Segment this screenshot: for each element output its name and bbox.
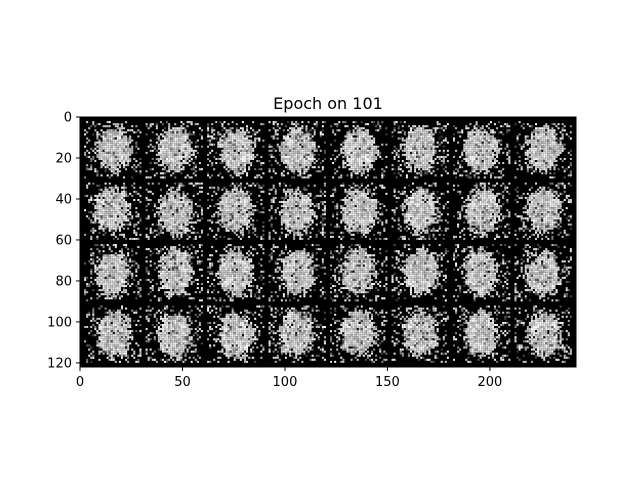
y-tick-label: 120 xyxy=(47,356,72,371)
sample-tile xyxy=(268,121,326,179)
sample-tile xyxy=(453,121,511,179)
sample-tile xyxy=(391,182,449,240)
axes-frame xyxy=(79,116,577,368)
sample-tile xyxy=(330,244,388,302)
sample-tile xyxy=(514,305,572,363)
sample-tile xyxy=(453,182,511,240)
sample-tile xyxy=(84,182,142,240)
sample-tile xyxy=(514,244,572,302)
y-axis: 0 20 40 60 80 100 120 xyxy=(47,111,80,371)
y-tick-label: 100 xyxy=(47,315,72,330)
sample-tile xyxy=(145,182,203,240)
sample-tile xyxy=(268,182,326,240)
x-tick-label: 0 xyxy=(76,375,84,390)
sample-tile xyxy=(514,182,572,240)
y-tick-label: 0 xyxy=(64,111,72,126)
image-background xyxy=(80,117,576,367)
image-grid xyxy=(80,117,576,367)
x-tick-label: 200 xyxy=(478,375,503,390)
x-axis: 0 50 100 150 200 xyxy=(76,367,502,390)
sample-tile xyxy=(330,121,388,179)
sample-tile xyxy=(145,244,203,302)
sample-tile xyxy=(207,244,265,302)
y-tick-label: 20 xyxy=(55,151,72,166)
sample-tile xyxy=(268,305,326,363)
sample-tile xyxy=(145,121,203,179)
sample-tile xyxy=(514,121,572,179)
chart-title: Epoch on 101 xyxy=(273,94,383,113)
sample-tile xyxy=(84,244,142,302)
y-tick-label: 60 xyxy=(55,233,72,248)
sample-tile xyxy=(330,182,388,240)
sample-tile xyxy=(84,305,142,363)
x-tick-label: 150 xyxy=(375,375,400,390)
y-tick-label: 40 xyxy=(55,192,72,207)
sample-tile xyxy=(268,244,326,302)
sample-tile xyxy=(453,305,511,363)
sample-tile xyxy=(453,244,511,302)
sample-tile xyxy=(207,121,265,179)
sample-tile xyxy=(207,305,265,363)
sample-tile xyxy=(391,121,449,179)
y-tick-label: 80 xyxy=(55,274,72,289)
sample-tile xyxy=(330,305,388,363)
sample-tile xyxy=(145,305,203,363)
x-tick-label: 100 xyxy=(273,375,298,390)
sample-tile xyxy=(84,121,142,179)
x-tick-label: 50 xyxy=(174,375,191,390)
sample-tile xyxy=(391,305,449,363)
sample-tile xyxy=(391,244,449,302)
sample-tile xyxy=(207,182,265,240)
